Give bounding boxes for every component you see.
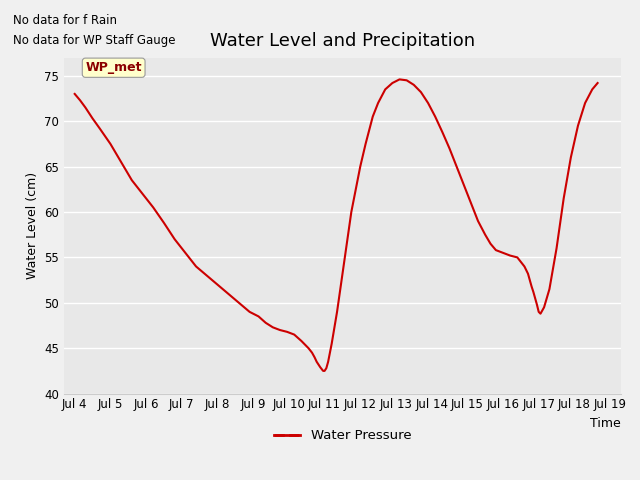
Text: WP_met: WP_met [85, 61, 142, 74]
X-axis label: Time: Time [590, 417, 621, 430]
Text: No data for f Rain: No data for f Rain [13, 14, 116, 27]
Title: Water Level and Precipitation: Water Level and Precipitation [210, 33, 475, 50]
Y-axis label: Water Level (cm): Water Level (cm) [26, 172, 38, 279]
Text: No data for WP Staff Gauge: No data for WP Staff Gauge [13, 34, 175, 47]
Legend: Water Pressure: Water Pressure [268, 424, 417, 447]
